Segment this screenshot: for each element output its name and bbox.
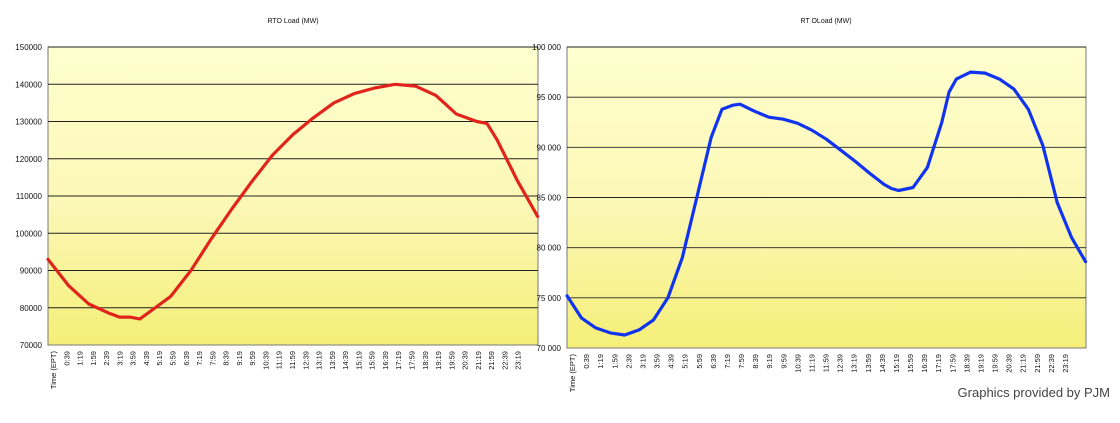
chart-title: RT OLoad (MW) xyxy=(800,18,851,25)
x-tick-label: 15:19 xyxy=(354,351,363,370)
y-tick-label: 90000 xyxy=(20,267,43,276)
y-tick-label: 100 000 xyxy=(532,43,561,52)
x-tick-label: 14:39 xyxy=(341,351,350,370)
y-tick-label: 70000 xyxy=(20,341,43,350)
x-tick-label: 1:59 xyxy=(89,351,98,366)
x-tick-label: 0:39 xyxy=(582,354,591,369)
x-tick-label: 13:19 xyxy=(850,354,859,373)
x-tick-label: 9:59 xyxy=(248,351,257,366)
x-tick-label: 3:19 xyxy=(115,351,124,366)
x-tick-label: 15:59 xyxy=(906,354,915,373)
x-tick-label: 3:19 xyxy=(638,354,647,369)
x-tick-label: 11:59 xyxy=(288,351,297,369)
x-tick-label: 13:59 xyxy=(328,351,337,370)
x-tick-label: 20:39 xyxy=(461,351,470,370)
x-tick-label: 2:39 xyxy=(624,354,633,369)
x-tick-label: 21:59 xyxy=(1033,354,1042,373)
y-tick-label: 120000 xyxy=(15,155,42,164)
x-tick-label: 9:59 xyxy=(779,354,788,369)
x-tick-label: 2:39 xyxy=(102,351,111,366)
x-tick-label: 1:59 xyxy=(610,354,619,369)
y-tick-label: 75 000 xyxy=(537,294,562,303)
y-tick-label: 70 000 xyxy=(537,344,562,353)
x-tick-label: 16:39 xyxy=(920,354,929,373)
x-tick-label: 4:39 xyxy=(667,354,676,369)
x-tick-label: 7:19 xyxy=(723,354,732,369)
x-tick-label: 20:39 xyxy=(1005,354,1014,373)
x-tick-label: 1:19 xyxy=(596,354,605,369)
x-tick-label: 14:39 xyxy=(878,354,887,373)
rt-oload-chart: 70 000 75 000 80 000 85 000 90 000 95 000 100 … xyxy=(532,18,1088,393)
y-tick-label: 100000 xyxy=(15,229,42,238)
x-tick-label: 19:19 xyxy=(976,354,985,373)
x-tick-label: 11:59 xyxy=(822,354,831,372)
x-tick-label: 15:19 xyxy=(892,354,901,373)
series-line xyxy=(565,70,1088,337)
chart-title: RTO Load (MW) xyxy=(267,18,318,25)
x-tick-label: 22:39 xyxy=(1047,354,1056,373)
x-tick-label: 5:19 xyxy=(155,351,164,366)
x-tick-label: 3:59 xyxy=(129,351,138,366)
x-tick-label: 9:19 xyxy=(765,354,774,369)
x-tick-label: 5:59 xyxy=(169,351,178,366)
y-tick-label: 95 000 xyxy=(537,93,562,102)
y-tick-label: 90 000 xyxy=(537,143,562,152)
x-tick-label: 4:39 xyxy=(142,351,151,366)
x-tick-label: 3:59 xyxy=(653,354,662,369)
x-tick-label: 13:19 xyxy=(315,351,324,370)
x-tick-label: 23:19 xyxy=(514,351,523,370)
x-tick-label: 1:19 xyxy=(76,351,85,366)
y-tick-label: 130000 xyxy=(15,118,42,127)
x-tick-label: 5:19 xyxy=(681,354,690,369)
x-tick-label: 19:59 xyxy=(991,354,1000,373)
x-tick-label: 21:59 xyxy=(487,351,496,370)
x-tick-label: 9:19 xyxy=(235,351,244,366)
y-tick-label: 80 000 xyxy=(537,244,562,253)
x-tick-label: 11:19 xyxy=(807,354,816,372)
credit-text: Graphics provided by PJM xyxy=(957,385,1110,400)
y-tick-label: 85 000 xyxy=(537,194,562,203)
x-tick-label: 10:39 xyxy=(261,351,270,370)
x-tick-label: 13:59 xyxy=(864,354,873,373)
x-tick-label: Time (EPT) xyxy=(49,351,58,390)
x-tick-label: 22:39 xyxy=(500,351,509,370)
x-tick-label: 6:39 xyxy=(182,351,191,366)
x-tick-label: 7:19 xyxy=(195,351,204,366)
x-tick-label: 21:19 xyxy=(1019,354,1028,373)
x-tick-label: 0:39 xyxy=(62,351,71,366)
x-tick-label: 23:19 xyxy=(1061,354,1070,373)
x-tick-label: 18:39 xyxy=(421,351,430,370)
x-tick-label: 8:39 xyxy=(222,351,231,366)
x-tick-label: 5:59 xyxy=(695,354,704,369)
x-tick-label: 17:19 xyxy=(934,354,943,373)
y-tick-label: 150000 xyxy=(15,43,42,52)
x-tick-label: 17:59 xyxy=(948,354,957,373)
x-tick-label: 21:19 xyxy=(474,351,483,370)
x-tick-label: 19:59 xyxy=(447,351,456,370)
x-tick-label: 17:19 xyxy=(394,351,403,370)
x-tick-label: 12:39 xyxy=(836,354,845,373)
x-tick-label: 7:59 xyxy=(737,354,746,369)
series-line xyxy=(46,82,540,321)
rto-load-chart: 70000 80000 90000 100000 110000 120000 130000 1… xyxy=(15,18,540,390)
x-tick-label: 12:39 xyxy=(301,351,310,370)
x-tick-label: 7:59 xyxy=(208,351,217,366)
x-tick-label: 16:39 xyxy=(381,351,390,370)
y-tick-label: 80000 xyxy=(20,304,43,313)
x-tick-label: Time (EPT) xyxy=(568,354,577,393)
x-tick-label: 17:59 xyxy=(408,351,417,370)
x-tick-label: 6:39 xyxy=(709,354,718,369)
x-tick-label: 15:59 xyxy=(368,351,377,370)
x-tick-label: 18:39 xyxy=(962,354,971,373)
x-tick-label: 10:39 xyxy=(793,354,802,373)
x-tick-label: 19:19 xyxy=(434,351,443,370)
x-tick-label: 8:39 xyxy=(751,354,760,369)
y-tick-label: 140000 xyxy=(15,80,42,89)
y-tick-label: 110000 xyxy=(16,192,43,201)
x-tick-label: 11:19 xyxy=(275,351,284,369)
